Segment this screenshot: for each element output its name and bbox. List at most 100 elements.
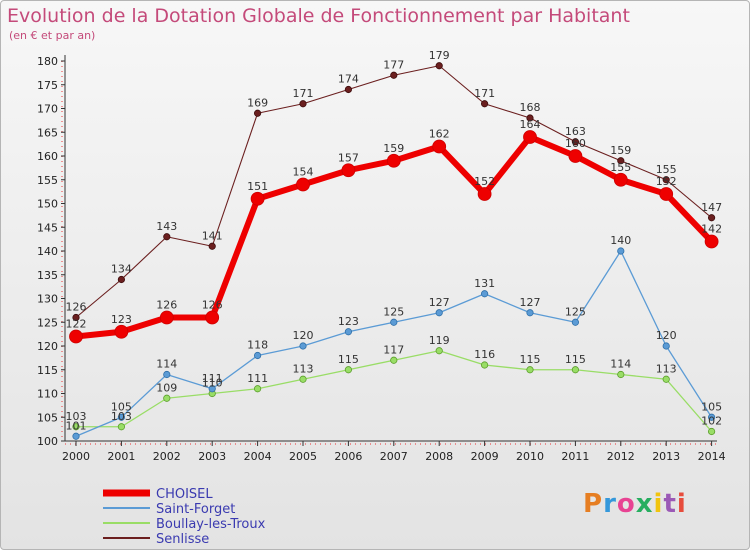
data-point-choisel [613,172,628,187]
data-point-saint-forget [526,309,534,317]
data-point-senlisse [390,71,398,79]
data-label-saint-forget: 114 [156,358,177,371]
data-point-choisel [250,191,265,206]
y-tick-label: 115 [37,364,58,377]
data-label-choisel: 154 [293,166,314,179]
data-point-saint-forget [163,370,171,379]
data-label-boullay-les-troux: 117 [383,343,404,356]
x-tick-label: 2012 [607,450,635,463]
x-tick-label: 2008 [425,450,453,463]
data-label-boullay-les-troux: 114 [610,358,631,371]
data-point-senlisse [208,242,216,250]
data-point-choisel [386,153,401,168]
data-point-choisel [568,149,583,163]
y-tick-label: 155 [37,174,58,187]
data-point-saint-forget [72,432,80,440]
data-point-boullay-les-troux [571,366,580,374]
data-point-senlisse [299,100,307,108]
logo-letter: r [603,489,617,519]
data-point-saint-forget [707,413,716,421]
legend-label-choisel: CHOISEL [156,487,213,502]
data-label-senlisse: 147 [701,201,722,214]
data-point-senlisse [117,275,126,284]
logo-letter: o [616,489,636,519]
y-tick-label: 105 [37,411,58,424]
data-point-choisel [341,163,356,178]
data-point-boullay-les-troux [299,375,307,383]
data-point-senlisse [662,176,670,184]
data-label-boullay-les-troux: 115 [338,353,359,366]
data-point-saint-forget [480,290,489,298]
data-point-boullay-les-troux [72,423,80,431]
data-label-choisel: 123 [111,313,132,326]
y-tick-label: 110 [37,388,58,401]
data-point-saint-forget [117,413,126,421]
chart-title: Evolution de la Dotation Globale de Fonc… [7,5,630,27]
data-label-choisel: 122 [66,318,87,331]
logo-letter: i [676,489,687,519]
data-label-saint-forget: 120 [656,329,677,342]
data-point-senlisse [707,214,716,222]
data-label-senlisse: 159 [610,144,631,157]
y-tick-label: 140 [37,245,58,258]
y-tick-label: 120 [37,340,58,353]
data-point-boullay-les-troux [254,385,262,393]
data-label-boullay-les-troux: 115 [520,353,541,366]
data-point-boullay-les-troux [390,356,398,364]
data-point-choisel [523,130,537,144]
data-label-senlisse: 179 [429,49,450,62]
data-point-boullay-les-troux [617,370,625,379]
data-label-choisel: 160 [565,137,586,150]
y-tick-label: 100 [37,435,58,448]
data-label-boullay-les-troux: 113 [293,362,314,375]
series-line-senlisse [75,65,712,318]
y-tick-label: 130 [37,293,58,306]
data-point-boullay-les-troux [662,375,670,383]
data-label-senlisse: 171 [474,87,495,100]
data-label-saint-forget: 120 [293,329,314,342]
x-tick-label: 2005 [289,450,317,463]
data-label-choisel: 152 [656,175,677,188]
axes: 1001051101151201251301351401451501551601… [37,55,726,463]
x-tick-label: 2000 [62,450,90,463]
data-label-choisel: 159 [383,142,404,155]
y-tick-label: 145 [37,221,58,234]
data-point-senlisse [480,100,489,108]
legend-label-saint-forget: Saint-Forget [156,502,235,517]
data-label-senlisse: 169 [247,96,268,109]
data-label-senlisse: 163 [565,125,586,138]
x-tick-label: 2007 [380,450,408,463]
data-label-saint-forget: 125 [565,305,586,318]
data-label-boullay-les-troux: 109 [156,381,177,394]
data-label-saint-forget: 105 [701,400,722,413]
data-label-boullay-les-troux: 111 [247,372,268,385]
data-label-saint-forget: 131 [474,277,495,290]
data-point-saint-forget [299,342,307,350]
data-label-boullay-les-troux: 116 [474,348,495,361]
x-tick-label: 2002 [153,450,181,463]
data-point-senlisse [72,313,80,322]
data-point-choisel [296,177,310,192]
logo-letter: P [583,489,604,519]
data-label-boullay-les-troux: 110 [202,377,223,390]
data-point-senlisse [526,114,534,122]
data-point-senlisse [571,138,580,146]
data-label-saint-forget: 140 [610,234,631,247]
data-label-choisel: 155 [610,161,631,174]
data-label-saint-forget: 127 [429,296,450,309]
data-label-choisel: 157 [338,151,359,164]
legend: CHOISELSaint-ForgetBoullay-les-TrouxSenl… [103,487,266,547]
data-point-saint-forget [571,318,580,326]
logo-letter: t [663,489,677,519]
data-point-boullay-les-troux [344,366,352,374]
data-point-saint-forget [344,328,352,336]
data-point-senlisse [617,157,625,165]
data-point-choisel [477,187,492,201]
data-point-saint-forget [208,385,216,393]
y-tick-label: 160 [37,150,58,163]
data-point-boullay-les-troux [707,427,716,436]
logo-letter: i [653,489,664,519]
x-tick-label: 2009 [471,450,499,463]
